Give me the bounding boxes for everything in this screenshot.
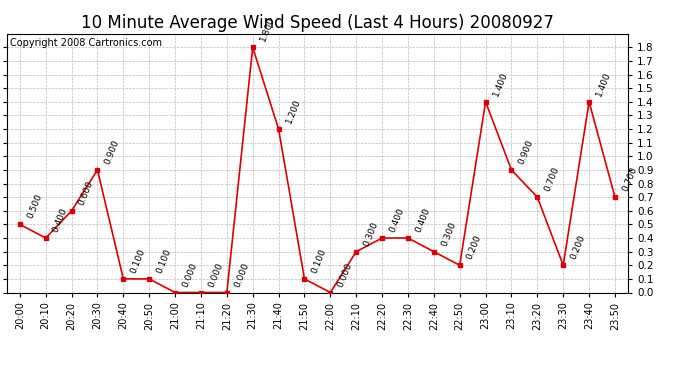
Text: 0.100: 0.100 — [310, 248, 328, 275]
Text: 0.000: 0.000 — [233, 261, 250, 288]
Text: 1.800: 1.800 — [258, 16, 276, 43]
Text: 0.900: 0.900 — [517, 138, 535, 166]
Text: 0.300: 0.300 — [440, 220, 457, 248]
Text: 0.700: 0.700 — [620, 166, 638, 193]
Text: 0.100: 0.100 — [155, 248, 172, 275]
Text: 0.000: 0.000 — [181, 261, 199, 288]
Text: 0.300: 0.300 — [362, 220, 380, 248]
Text: 0.400: 0.400 — [51, 207, 69, 234]
Text: 0.700: 0.700 — [543, 166, 561, 193]
Text: 0.400: 0.400 — [413, 207, 431, 234]
Text: 0.000: 0.000 — [206, 261, 224, 288]
Title: 10 Minute Average Wind Speed (Last 4 Hours) 20080927: 10 Minute Average Wind Speed (Last 4 Hou… — [81, 14, 554, 32]
Text: 1.400: 1.400 — [491, 70, 509, 98]
Text: 0.500: 0.500 — [26, 193, 43, 220]
Text: Copyright 2008 Cartronics.com: Copyright 2008 Cartronics.com — [10, 38, 162, 48]
Text: 1.200: 1.200 — [284, 98, 302, 125]
Text: 0.200: 0.200 — [569, 234, 586, 261]
Text: 0.900: 0.900 — [103, 138, 121, 166]
Text: 0.000: 0.000 — [336, 261, 354, 288]
Text: 0.200: 0.200 — [465, 234, 483, 261]
Text: 0.100: 0.100 — [129, 248, 147, 275]
Text: 0.600: 0.600 — [77, 179, 95, 207]
Text: 1.400: 1.400 — [595, 70, 613, 98]
Text: 0.400: 0.400 — [388, 207, 406, 234]
